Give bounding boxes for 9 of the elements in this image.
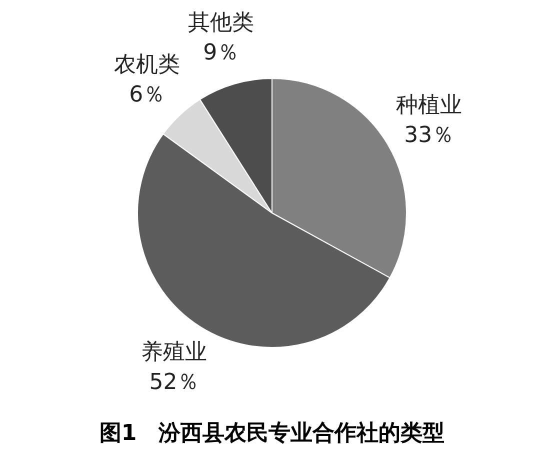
data-label: 9％: [203, 40, 240, 66]
slice-label: 种植业: [396, 92, 462, 118]
data-label: 52％: [149, 370, 200, 395]
slice-label: 农机类: [114, 52, 180, 78]
slice-label: 其他类: [188, 10, 254, 36]
data-label: 33％: [404, 122, 454, 148]
data-label: 6％: [129, 82, 166, 108]
slice-label: 养殖业: [141, 340, 208, 365]
text: 图1 汾西县农民专业合作社的类型: [98, 420, 446, 448]
